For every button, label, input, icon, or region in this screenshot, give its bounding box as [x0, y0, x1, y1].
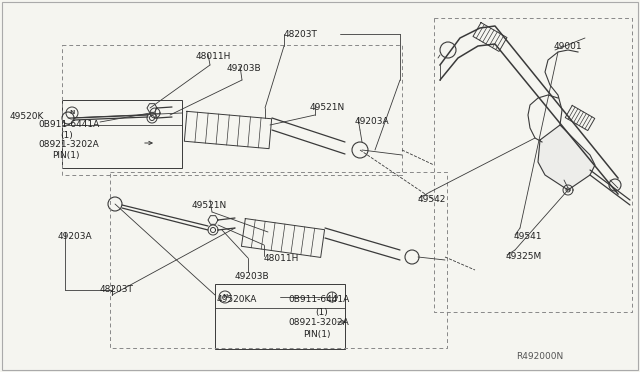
Text: 49203B: 49203B [227, 64, 262, 73]
Text: 08921-3202A: 08921-3202A [288, 318, 349, 327]
Text: 49520K: 49520K [10, 112, 44, 121]
Text: 08921-3202A: 08921-3202A [38, 140, 99, 149]
Text: 0B911-6441A: 0B911-6441A [288, 295, 349, 304]
Text: 49203B: 49203B [235, 272, 269, 281]
Text: 49203A: 49203A [58, 232, 93, 241]
Text: 49203A: 49203A [355, 117, 390, 126]
Text: 48011H: 48011H [264, 254, 300, 263]
Polygon shape [538, 125, 595, 190]
Text: 49520KA: 49520KA [217, 295, 257, 304]
Text: 49541: 49541 [514, 232, 543, 241]
Text: 48203T: 48203T [284, 30, 318, 39]
Text: 49001: 49001 [554, 42, 582, 51]
Text: 48203T: 48203T [100, 285, 134, 294]
Text: 49521N: 49521N [192, 201, 227, 210]
Text: 0B911-6441A: 0B911-6441A [38, 120, 99, 129]
Text: PIN(1): PIN(1) [303, 330, 330, 339]
Text: 49542: 49542 [418, 195, 446, 204]
Text: (1): (1) [315, 308, 328, 317]
Text: R492000N: R492000N [516, 352, 563, 361]
Text: 48011H: 48011H [196, 52, 232, 61]
Bar [215, 284, 345, 349]
Bar [62, 100, 182, 168]
Text: PIN(1): PIN(1) [52, 151, 79, 160]
Text: N: N [222, 295, 228, 299]
Text: 49325M: 49325M [506, 252, 542, 261]
Text: (1): (1) [60, 131, 73, 140]
Text: N: N [69, 110, 75, 115]
Text: 49521N: 49521N [310, 103, 345, 112]
